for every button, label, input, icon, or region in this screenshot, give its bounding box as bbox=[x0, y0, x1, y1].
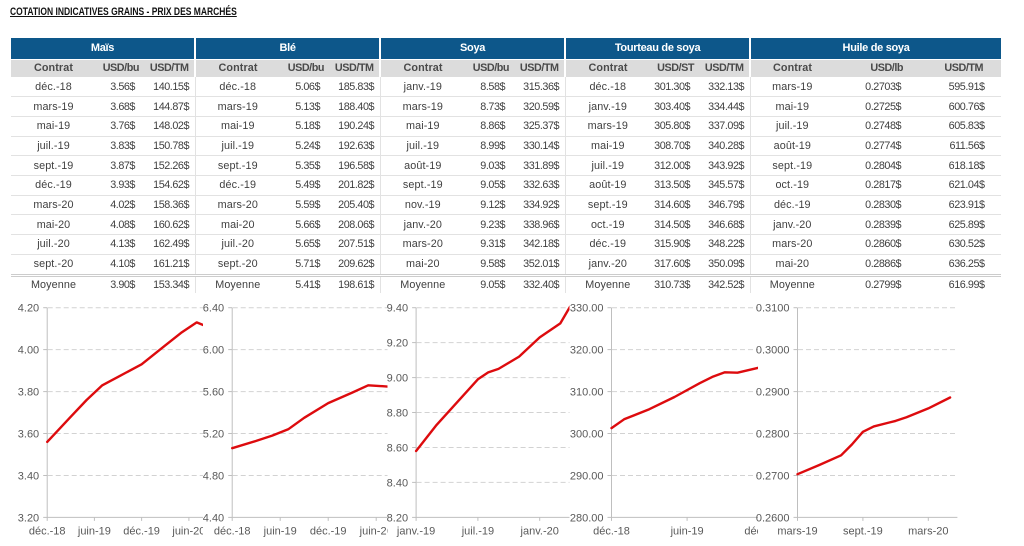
svg-text:janv.-20: janv.-20 bbox=[520, 525, 559, 537]
svg-text:4.40: 4.40 bbox=[203, 512, 224, 524]
svg-text:290.00: 290.00 bbox=[570, 470, 604, 482]
svg-text:déc.-19: déc.-19 bbox=[123, 525, 160, 537]
svg-text:juin-19: juin-19 bbox=[670, 525, 704, 537]
svg-text:0.2700: 0.2700 bbox=[756, 470, 790, 482]
svg-text:4.20: 4.20 bbox=[18, 303, 39, 315]
svg-text:0.2800: 0.2800 bbox=[756, 428, 790, 440]
svg-text:juin-19: juin-19 bbox=[263, 525, 297, 537]
svg-text:6.00: 6.00 bbox=[203, 345, 224, 357]
svg-text:déc.-19: déc.-19 bbox=[310, 525, 347, 537]
svg-text:320.00: 320.00 bbox=[570, 345, 604, 357]
svg-text:juin-20: juin-20 bbox=[171, 525, 205, 537]
svg-text:mars-19: mars-19 bbox=[777, 525, 817, 537]
svg-text:déc.-18: déc.-18 bbox=[593, 525, 630, 537]
svg-text:juin-20: juin-20 bbox=[359, 525, 393, 537]
svg-text:3.80: 3.80 bbox=[18, 387, 39, 399]
svg-text:3.40: 3.40 bbox=[18, 470, 39, 482]
svg-text:déc.-19: déc.-19 bbox=[744, 525, 781, 537]
svg-text:6.40: 6.40 bbox=[203, 303, 224, 315]
svg-text:juin-19: juin-19 bbox=[77, 525, 111, 537]
svg-text:janv.-19: janv.-19 bbox=[396, 525, 435, 537]
svg-text:280.00: 280.00 bbox=[570, 512, 604, 524]
svg-text:0.3100: 0.3100 bbox=[756, 303, 790, 315]
svg-text:9.00: 9.00 bbox=[387, 373, 408, 385]
svg-text:9.20: 9.20 bbox=[387, 338, 408, 350]
svg-text:4.80: 4.80 bbox=[203, 470, 224, 482]
svg-text:8.60: 8.60 bbox=[387, 442, 408, 454]
svg-text:0.3000: 0.3000 bbox=[756, 345, 790, 357]
svg-text:8.40: 8.40 bbox=[387, 477, 408, 489]
svg-text:sept.-19: sept.-19 bbox=[843, 525, 883, 537]
svg-text:8.20: 8.20 bbox=[387, 512, 408, 524]
svg-text:3.60: 3.60 bbox=[18, 428, 39, 440]
svg-text:5.20: 5.20 bbox=[203, 428, 224, 440]
svg-text:mars-20: mars-20 bbox=[908, 525, 948, 537]
svg-text:9.40: 9.40 bbox=[387, 303, 408, 315]
svg-text:330.00: 330.00 bbox=[570, 303, 604, 315]
svg-text:juil.-19: juil.-19 bbox=[461, 525, 494, 537]
svg-text:3.20: 3.20 bbox=[18, 512, 39, 524]
svg-text:déc.-18: déc.-18 bbox=[29, 525, 66, 537]
svg-text:8.80: 8.80 bbox=[387, 407, 408, 419]
svg-text:300.00: 300.00 bbox=[570, 428, 604, 440]
svg-text:0.2900: 0.2900 bbox=[756, 387, 790, 399]
svg-text:0.2600: 0.2600 bbox=[756, 512, 790, 524]
svg-text:5.60: 5.60 bbox=[203, 387, 224, 399]
svg-text:4.00: 4.00 bbox=[18, 345, 39, 357]
svg-text:déc.-18: déc.-18 bbox=[214, 525, 251, 537]
svg-text:310.00: 310.00 bbox=[570, 387, 604, 399]
